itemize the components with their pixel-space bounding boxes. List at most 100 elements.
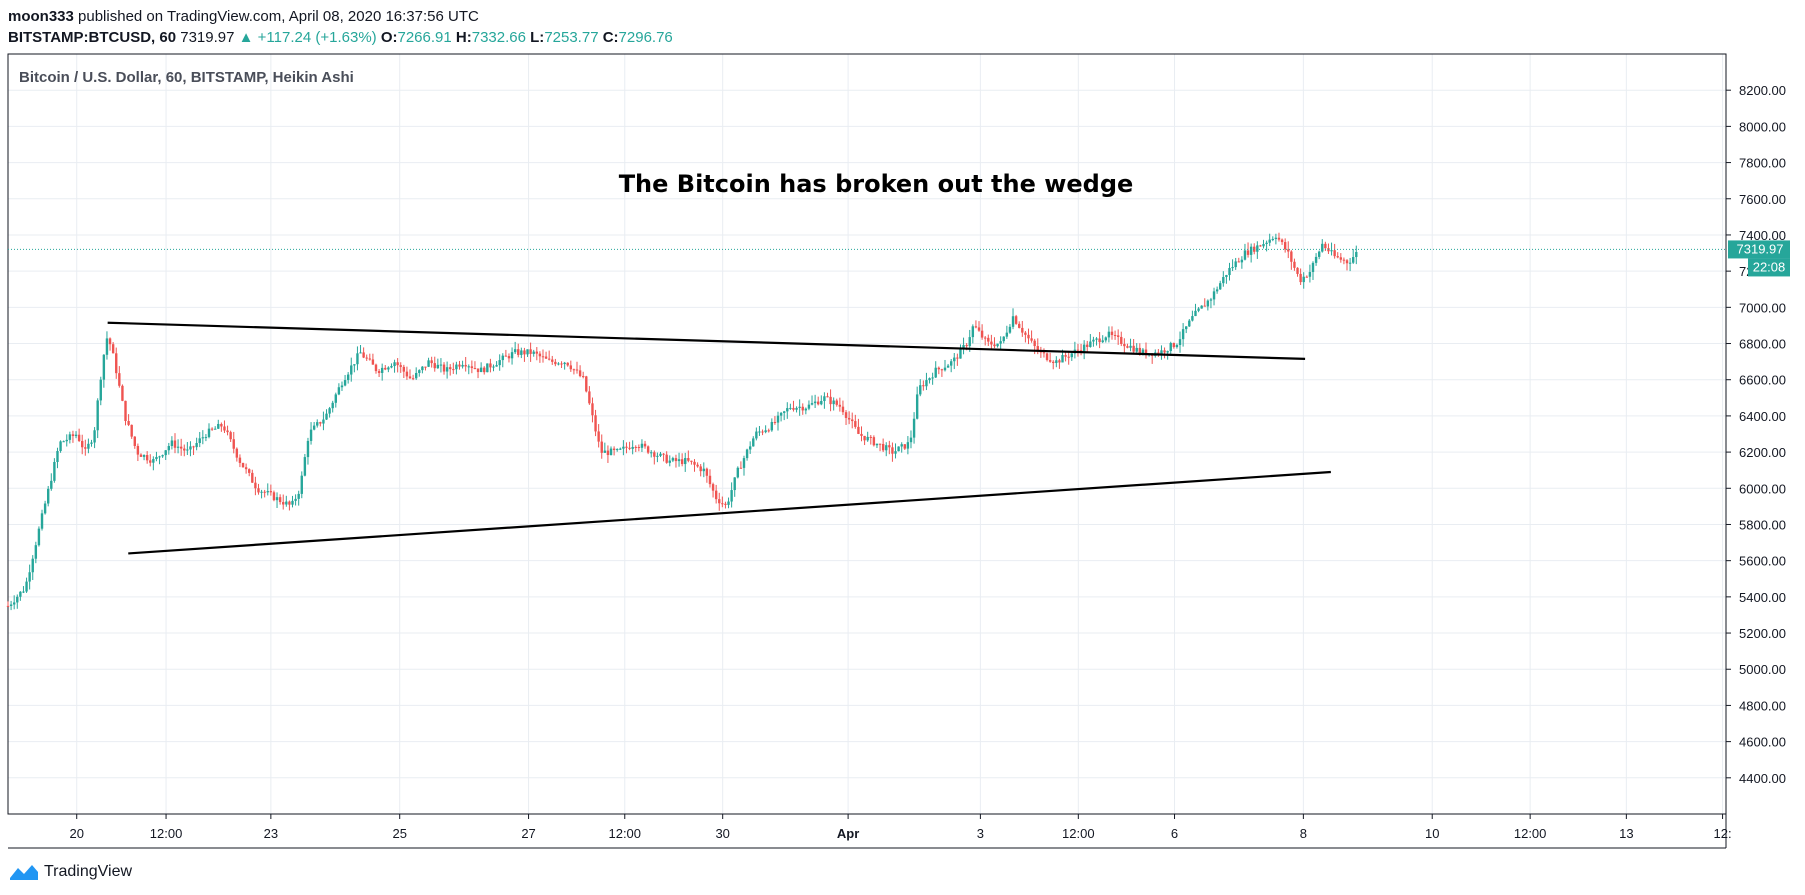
- candle-body: [953, 357, 956, 362]
- x-tick-label: 12:: [1714, 826, 1732, 841]
- candle-body: [1246, 250, 1250, 255]
- candle-body: [513, 349, 517, 353]
- candle-body: [721, 503, 724, 505]
- candle-body: [965, 345, 968, 347]
- candle-body: [272, 492, 276, 501]
- last-price-badge: 7319.97 22:08: [1728, 240, 1790, 277]
- x-tick-label: 12:00: [150, 826, 183, 841]
- candle-body: [90, 442, 93, 444]
- candle-body: [931, 377, 934, 379]
- author-name[interactable]: moon333: [8, 8, 74, 25]
- candle-body: [547, 358, 551, 360]
- candle-body: [445, 367, 449, 372]
- candle-body: [742, 458, 746, 468]
- candle-body: [1027, 334, 1030, 339]
- candle-body: [956, 357, 959, 359]
- candle-body: [798, 406, 801, 408]
- candle-body: [1024, 332, 1027, 335]
- price-chart[interactable]: 8200.008000.007800.007600.007400.007200.…: [0, 0, 1805, 860]
- candle-body: [439, 364, 443, 366]
- y-tick-label: 7800.00: [1739, 156, 1786, 171]
- candle-body: [631, 446, 634, 449]
- candle-body: [1271, 238, 1274, 240]
- candle-body: [863, 435, 866, 441]
- candle-body: [130, 424, 133, 437]
- x-tick-label: 6: [1171, 826, 1178, 841]
- y-tick-label: 6800.00: [1739, 337, 1786, 352]
- candle-body: [767, 430, 770, 432]
- candle-body: [804, 408, 808, 411]
- candle-body: [585, 376, 588, 392]
- wedge-trendline-upper[interactable]: [107, 321, 1306, 361]
- candle-body: [872, 437, 876, 446]
- candle-body: [1036, 346, 1039, 352]
- candle-body: [1348, 262, 1352, 264]
- candle-body: [523, 350, 526, 355]
- candle-body: [538, 353, 542, 357]
- candle-body: [810, 403, 814, 405]
- chart-frame: [7, 53, 1727, 815]
- footer-brand[interactable]: TradingView: [8, 862, 132, 882]
- candle-body: [495, 365, 498, 367]
- candle-body: [526, 349, 529, 355]
- candle-body: [1231, 267, 1234, 269]
- tradingview-logo-icon: [10, 865, 38, 880]
- y-tick-label: 5400.00: [1739, 590, 1786, 605]
- candle-body: [569, 365, 573, 370]
- candle-body: [1237, 261, 1240, 263]
- candle-body: [903, 444, 906, 449]
- low-value: 7253.77: [544, 29, 599, 46]
- candle-body: [628, 447, 631, 449]
- candle-body: [702, 468, 705, 472]
- candle-body: [393, 362, 396, 367]
- candle-body: [857, 426, 860, 434]
- candle-body: [826, 396, 829, 398]
- y-tick-label: 7400.00: [1739, 228, 1786, 243]
- candle-body: [646, 446, 650, 453]
- candle-body: [922, 385, 925, 387]
- candle-body: [634, 446, 637, 448]
- candle-body: [915, 394, 919, 419]
- candle-body: [1014, 316, 1018, 324]
- candle-body: [532, 351, 535, 354]
- candle-body: [1098, 338, 1101, 343]
- candle-body: [851, 419, 854, 422]
- candle-body: [167, 446, 171, 451]
- candle-body: [640, 443, 644, 448]
- candle-body: [566, 362, 569, 366]
- candle-body: [223, 426, 226, 431]
- candle-body: [50, 480, 53, 489]
- candle-body: [1113, 335, 1117, 337]
- candle-body: [1126, 346, 1129, 348]
- candle-body: [1277, 237, 1281, 240]
- candle-body: [217, 423, 220, 429]
- open-value: 7266.91: [397, 29, 452, 46]
- candle-body: [1101, 340, 1104, 343]
- candle-body: [544, 356, 548, 359]
- candle-body: [937, 367, 941, 370]
- time-axis[interactable]: 20 12:00 23 25 27 12:00 30 Apr 3 12:00 6 8 10 12:00 13…: [69, 814, 1732, 841]
- candle-body: [909, 437, 913, 443]
- candle-body: [881, 443, 885, 451]
- candle-body: [1330, 250, 1333, 252]
- candle-body: [943, 367, 947, 371]
- wedge-annotation[interactable]: The Bitcoin has broken out the wedge: [619, 170, 1134, 198]
- candle-body: [612, 448, 616, 451]
- candle-body: [1296, 267, 1299, 274]
- candle-body: [1188, 320, 1191, 327]
- candle-body: [888, 445, 891, 448]
- price-axis[interactable]: 8200.008000.007800.007600.007400.007200.…: [1726, 83, 1786, 786]
- wedge-trendline-lower[interactable]: [128, 470, 1331, 555]
- candle-body: [1290, 251, 1293, 262]
- candle-body: [1169, 343, 1172, 352]
- candle-body: [727, 501, 730, 505]
- x-tick-label: 23: [264, 826, 278, 841]
- candle-body: [121, 385, 124, 401]
- candle-body: [748, 446, 752, 450]
- trendlines-group[interactable]: [107, 321, 1331, 555]
- candle-body: [84, 447, 87, 449]
- candle-body: [340, 385, 344, 388]
- close-label: C:: [602, 29, 619, 46]
- candle-body: [1339, 257, 1343, 260]
- candle-body: [380, 367, 384, 373]
